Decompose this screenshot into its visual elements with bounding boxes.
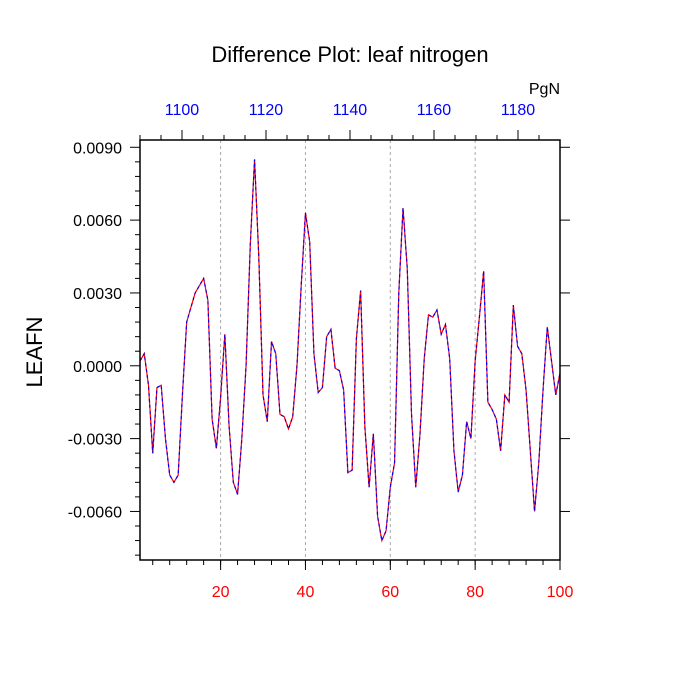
top-tick-label: 1120	[249, 102, 284, 119]
top-axis-unit-label: PgN	[529, 81, 560, 98]
y-tick-label: 0.0060	[73, 213, 122, 230]
top-tick-label: 1100	[165, 102, 200, 119]
top-tick-label: 1160	[417, 102, 452, 119]
y-tick-label: 0.0030	[73, 286, 122, 303]
bottom-tick-label: 60	[381, 584, 399, 601]
series-line-difference-blue	[139, 159, 561, 543]
chart-title: Difference Plot: leaf nitrogen	[211, 42, 488, 67]
top-tick-label: 1180	[501, 102, 536, 119]
y-tick-label: 0.0090	[73, 140, 122, 157]
plot-frame	[139, 139, 561, 561]
bottom-tick-label: 100	[547, 584, 574, 601]
bottom-tick-label: 40	[297, 584, 315, 601]
y-tick-label: 0.0000	[73, 359, 122, 376]
y-tick-label: -0.0030	[68, 432, 122, 449]
bottom-tick-label: 80	[466, 584, 484, 601]
top-tick-label: 1140	[333, 102, 368, 119]
axis-layer: 20 40 60 80 100 1100 1120 1140 1160 1180 0.0090 0.0…	[68, 102, 574, 601]
y-axis-label: LEAFN	[22, 317, 47, 388]
y-tick-label: -0.0060	[68, 504, 122, 521]
series-layer	[139, 159, 561, 543]
bottom-tick-label: 20	[212, 584, 230, 601]
